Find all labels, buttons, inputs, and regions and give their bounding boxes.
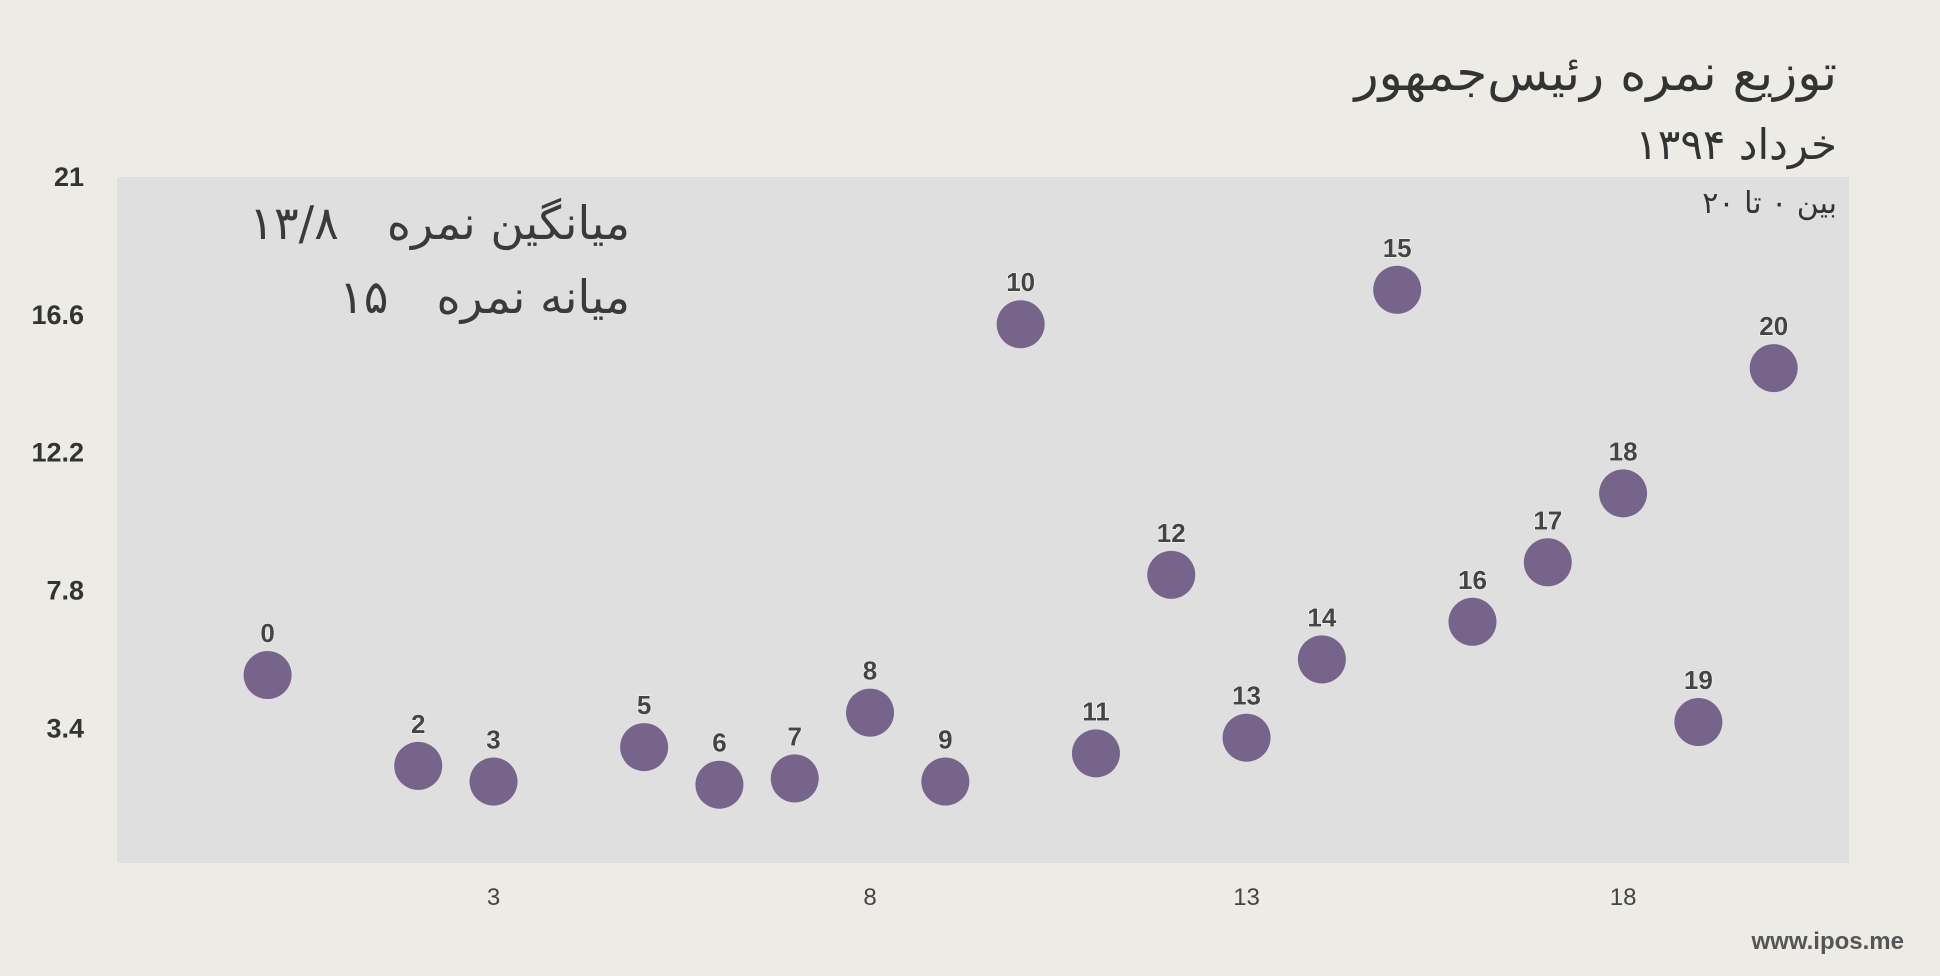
- data-point-6: [695, 760, 744, 809]
- x-tick-label: 3: [487, 884, 500, 911]
- data-label-2: 2: [411, 709, 425, 739]
- mean-score-stat: میانگین نمره ۱۳/۸: [180, 196, 630, 250]
- x-axis: 3 8 13 18: [487, 884, 1637, 911]
- data-point-13: [1222, 713, 1271, 762]
- data-point-15: [1373, 265, 1422, 314]
- data-label-14: 14: [1307, 602, 1336, 632]
- data-point-3: [469, 757, 518, 806]
- data-label-13: 13: [1232, 681, 1261, 711]
- data-label-15: 15: [1383, 233, 1412, 263]
- median-score-stat: میانه نمره ۱۵: [180, 270, 630, 324]
- data-point-8: [846, 688, 895, 737]
- score-range-note: بین ۰ تا ۲۰: [1702, 186, 1837, 221]
- data-label-12: 12: [1157, 518, 1186, 548]
- data-label-0: 0: [260, 618, 274, 648]
- data-point-11: [1071, 729, 1120, 778]
- mean-score-value: ۱۳/۸: [249, 196, 339, 250]
- data-point-7: [770, 754, 819, 803]
- data-point-10: [996, 300, 1045, 349]
- median-score-label: میانه نمره: [436, 270, 630, 324]
- data-label-3: 3: [486, 725, 500, 755]
- data-point-2: [394, 741, 443, 790]
- data-label-11: 11: [1082, 696, 1110, 726]
- x-tick-label: 13: [1233, 884, 1260, 911]
- data-label-20: 20: [1759, 311, 1788, 341]
- data-label-8: 8: [863, 656, 877, 686]
- data-label-17: 17: [1533, 505, 1562, 535]
- chart-subtitle: خرداد ۱۳۹۴: [1635, 120, 1837, 169]
- data-label-10: 10: [1006, 267, 1035, 297]
- data-label-7: 7: [788, 721, 802, 751]
- y-tick-label: 21: [54, 162, 84, 192]
- x-tick-label: 18: [1610, 884, 1637, 911]
- data-label-19: 19: [1684, 665, 1713, 695]
- data-point-18: [1599, 469, 1648, 518]
- data-point-20: [1749, 344, 1798, 393]
- data-point-17: [1523, 538, 1572, 587]
- data-point-19: [1674, 698, 1723, 747]
- data-point-16: [1448, 597, 1497, 646]
- y-tick-label: 16.6: [31, 300, 84, 330]
- source-credit: www.ipos.me: [1751, 928, 1904, 955]
- chart-title: توزیع نمره رئیس‌جمهور: [1354, 44, 1837, 102]
- data-label-6: 6: [712, 728, 726, 758]
- data-points: 0 2 3 5 6 7 8 9 10 11 12 13 14 15 16 17 18 19 20: [243, 232, 1798, 809]
- data-point-0: [243, 651, 292, 700]
- data-point-14: [1297, 635, 1346, 684]
- data-point-12: [1147, 550, 1196, 599]
- data-point-5: [620, 723, 669, 772]
- data-label-9: 9: [938, 725, 952, 755]
- data-label-16: 16: [1458, 565, 1487, 595]
- mean-score-label: میانگین نمره: [386, 196, 630, 250]
- y-axis: 3.4 7.8 12.2 16.6 21: [31, 162, 84, 743]
- y-tick-label: 12.2: [31, 438, 84, 468]
- x-tick-label: 8: [863, 884, 876, 911]
- data-label-18: 18: [1609, 436, 1638, 466]
- data-label-5: 5: [637, 690, 651, 720]
- data-point-9: [921, 757, 970, 806]
- y-tick-label: 7.8: [46, 575, 84, 605]
- median-score-value: ۱۵: [339, 270, 389, 324]
- y-tick-label: 3.4: [46, 713, 84, 743]
